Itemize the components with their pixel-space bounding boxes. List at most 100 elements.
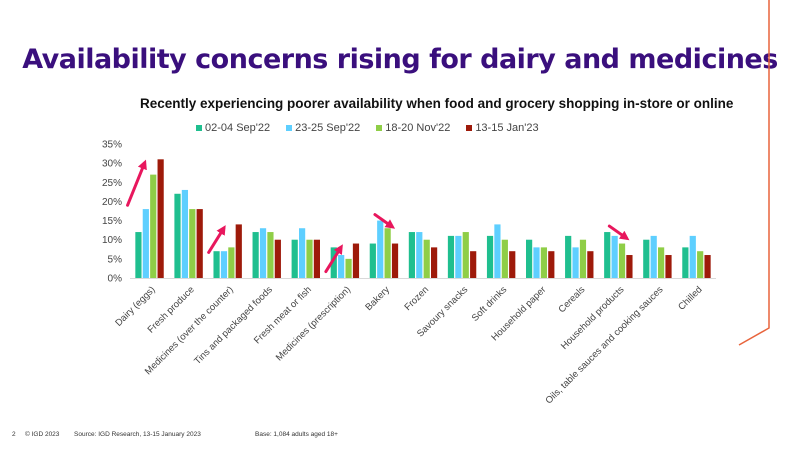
bar	[150, 174, 157, 278]
legend-label: 13-15 Jan'23	[475, 122, 539, 134]
bar	[345, 258, 352, 278]
bar	[228, 247, 235, 278]
chart-title: Recently experiencing poorer availabilit…	[140, 96, 734, 111]
bar	[540, 247, 547, 278]
bar	[665, 255, 672, 278]
bar	[486, 235, 494, 278]
bar	[306, 239, 313, 278]
bar	[235, 224, 242, 278]
bar	[462, 232, 469, 278]
arrow-up-icon	[207, 225, 226, 254]
bar	[174, 193, 181, 278]
arrow-up-icon	[324, 244, 343, 274]
bar	[369, 243, 376, 278]
page-number: 2	[12, 431, 16, 438]
bar	[611, 235, 618, 278]
bar	[604, 232, 611, 278]
bar	[196, 209, 203, 278]
bar	[526, 239, 533, 278]
legend-label: 23-25 Sep'22	[295, 122, 361, 134]
accent-line	[738, 0, 770, 346]
bar	[618, 243, 626, 278]
bar	[181, 189, 188, 278]
bar	[689, 235, 696, 278]
bar	[408, 232, 415, 278]
y-tick-label: 30%	[102, 159, 122, 170]
bar	[391, 243, 399, 278]
bar	[416, 232, 423, 278]
bar	[274, 239, 281, 278]
bar	[470, 251, 477, 278]
y-tick-label: 10%	[102, 235, 122, 246]
bar	[650, 235, 657, 278]
bar	[533, 247, 540, 278]
x-tick-label: Tins and packaged foods	[192, 284, 275, 367]
x-tick-label: Chilled	[676, 284, 704, 312]
bar	[299, 228, 306, 278]
bar	[267, 232, 274, 278]
bar	[291, 239, 298, 278]
bar	[252, 232, 259, 278]
y-tick-label: 15%	[102, 216, 122, 227]
source-text: Source: IGD Research, 13-15 January 2023	[74, 431, 201, 438]
legend-label: 02-04 Sep'22	[205, 122, 271, 134]
legend-item: 23-25 Sep'22	[286, 122, 360, 134]
bar	[431, 247, 438, 278]
x-tick-label: Frozen	[402, 284, 431, 313]
bar	[579, 239, 587, 278]
bar	[548, 251, 555, 278]
bar	[352, 243, 360, 278]
bar	[338, 255, 345, 278]
legend-label: 18-20 Nov'22	[385, 122, 451, 134]
bar	[658, 247, 665, 278]
y-tick-label: 25%	[102, 178, 122, 189]
bar	[455, 235, 462, 278]
bar	[509, 251, 516, 278]
legend-item: 02-04 Sep'22	[196, 122, 270, 134]
bar	[213, 251, 220, 278]
legend-swatch	[466, 125, 473, 131]
bar	[704, 255, 711, 278]
bar	[384, 228, 391, 278]
bar	[189, 209, 196, 278]
copyright-text: © IGD 2023	[25, 431, 60, 438]
legend-swatch	[376, 125, 383, 131]
bar	[377, 220, 384, 278]
chart-legend: 02-04 Sep'22 23-25 Sep'22 18-20 Nov'22 1…	[196, 122, 539, 134]
bar	[494, 224, 501, 278]
arrow-up-icon	[126, 159, 147, 207]
legend-item: 13-15 Jan'23	[466, 122, 539, 134]
y-tick-label: 35%	[102, 140, 122, 151]
bar	[682, 247, 689, 278]
bar	[572, 247, 579, 278]
bar	[501, 239, 508, 278]
bar	[330, 247, 337, 278]
bar	[587, 251, 594, 278]
bar	[643, 239, 650, 278]
bar	[142, 209, 149, 278]
y-tick-label: 0%	[108, 274, 123, 285]
bar	[220, 251, 228, 278]
x-tick-label: Medicines (prescription)	[274, 284, 353, 363]
x-tick-label: Soft drinks	[470, 284, 510, 324]
bar	[565, 235, 572, 278]
arrow-down-icon	[607, 224, 630, 241]
y-tick-label: 20%	[102, 197, 122, 208]
bar	[313, 239, 320, 278]
bar	[423, 239, 430, 278]
bar	[697, 251, 704, 278]
legend-swatch	[286, 125, 293, 131]
legend-swatch	[196, 125, 202, 131]
x-tick-label: Cereals	[556, 284, 587, 315]
bar	[626, 255, 633, 278]
base-text: Base: 1,084 adults aged 18+	[255, 431, 338, 438]
bar	[157, 159, 164, 278]
arrow-down-icon	[373, 213, 396, 229]
bar	[259, 228, 267, 278]
bar	[447, 235, 455, 278]
legend-item: 18-20 Nov'22	[376, 122, 450, 134]
x-tick-label: Bakery	[363, 284, 392, 313]
slide-title: Availability concerns rising for dairy a…	[22, 44, 778, 75]
bar	[135, 232, 142, 278]
